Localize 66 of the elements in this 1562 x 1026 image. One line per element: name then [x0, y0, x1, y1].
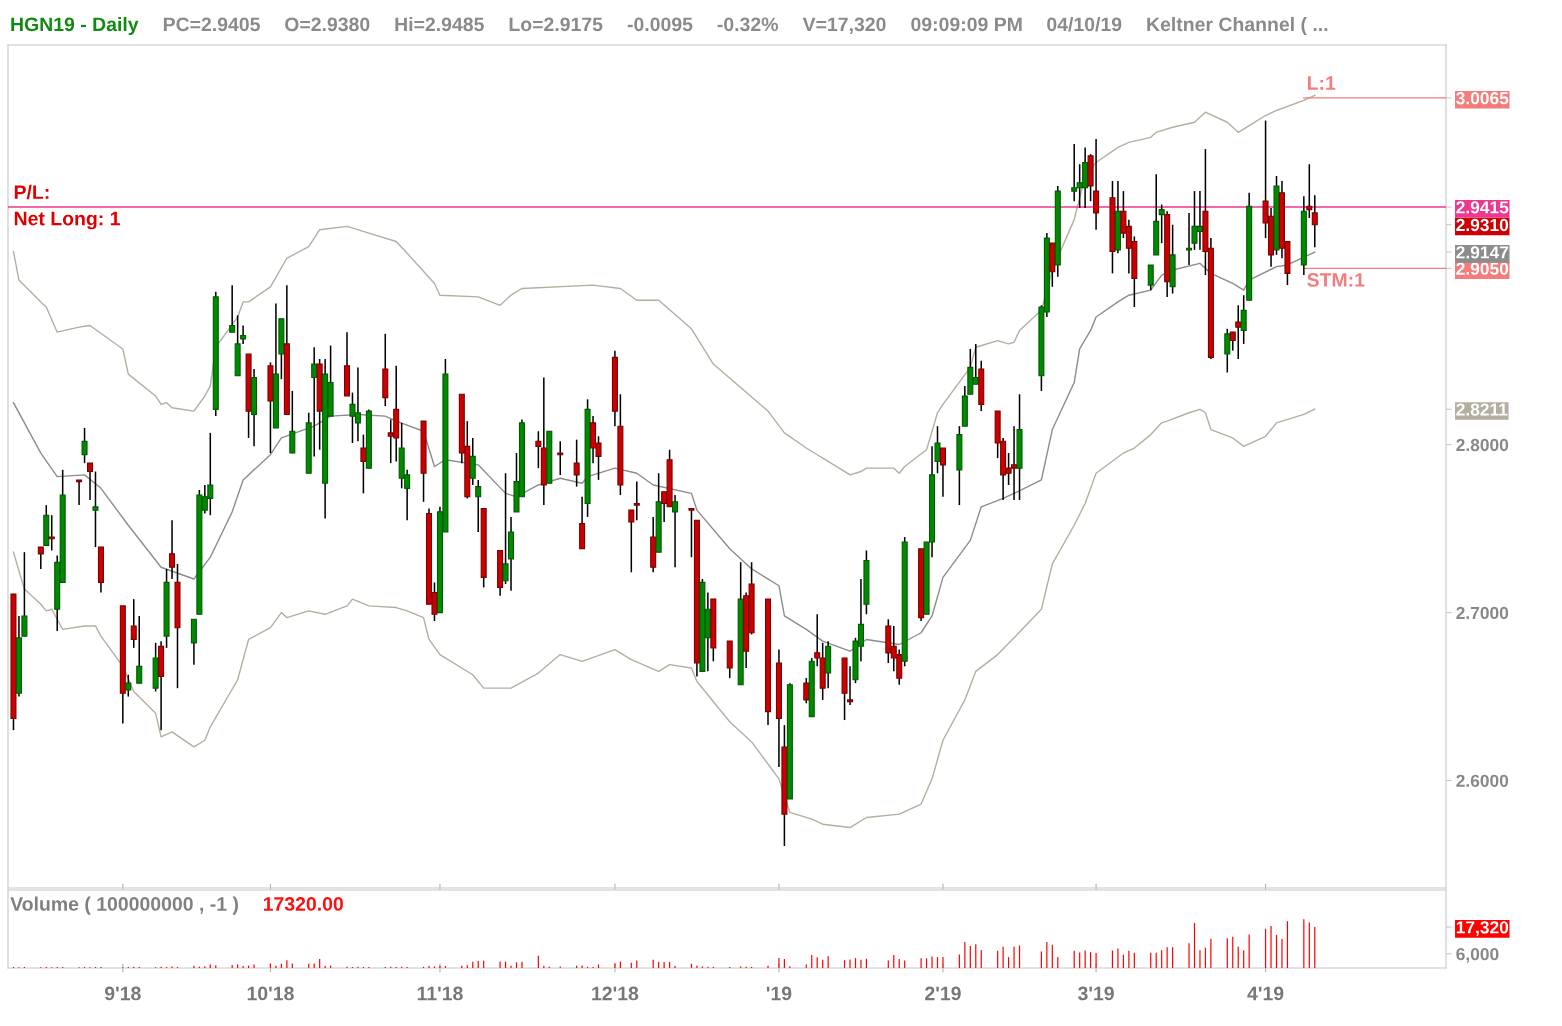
text: O=2.9380: [285, 17, 370, 32]
y-tick-label: 2.8211: [1456, 403, 1508, 416]
candlestick: [360, 433, 367, 495]
chart-title: HGN19 - Daily: [11, 16, 139, 36]
annotation: 17320.00: [263, 897, 343, 911]
annotation: L:1: [1307, 76, 1336, 90]
y-tick-label: 2.7000: [1456, 606, 1509, 620]
candlestick: [86, 462, 94, 501]
chart-title: Volume ( 100000000 , -1 ): [10, 896, 238, 915]
candlestick: [469, 437, 476, 486]
text: PC=2.9405: [163, 17, 260, 32]
candlestick: [169, 519, 176, 580]
candlestick: [535, 430, 542, 469]
candlestick: [688, 507, 695, 558]
x-tick-label: 10'18: [247, 986, 294, 1001]
candlestick: [628, 509, 635, 574]
candlestick: [48, 514, 55, 552]
candlestick: [92, 470, 99, 548]
candlestick: [672, 494, 679, 569]
x-tick-label: 9'18: [104, 986, 141, 1001]
candlestick: [557, 440, 564, 476]
candlestick: [573, 438, 580, 488]
y-tick-label: 17,320: [1456, 921, 1509, 937]
candlestick: [190, 618, 197, 666]
text: -0.0095: [627, 17, 693, 32]
y-tick-label: 2.6000: [1456, 774, 1509, 787]
line-series: [12, 408, 1316, 829]
candlestick: [76, 479, 83, 506]
x-tick-label: 2'19: [925, 986, 961, 1001]
text: V=17,320: [802, 17, 886, 35]
candlestick: [939, 447, 946, 498]
candlestick: [1240, 294, 1247, 345]
candlestick: [1071, 143, 1078, 202]
candlestick: [125, 673, 132, 698]
text: Lo=2.9175: [509, 17, 603, 32]
candlestick: [136, 615, 143, 684]
annotation: Net Long: 1: [14, 211, 120, 230]
candlestick: [475, 479, 482, 533]
y-tick-label: 6,000: [1456, 947, 1499, 963]
candlestick: [1224, 328, 1231, 374]
y-tick-label: 2.9310: [1456, 218, 1509, 232]
candlestick: [229, 284, 236, 333]
y-tick-label: 2.9415: [1456, 201, 1509, 214]
candlestick: [1311, 194, 1318, 249]
text: Hi=2.9485: [395, 16, 484, 32]
x-tick-label: 3'19: [1077, 986, 1114, 1001]
y-tick-label: 2.9147: [1456, 246, 1509, 259]
candlestick: [1147, 264, 1154, 291]
candlestick: [289, 390, 296, 454]
candlestick: [633, 480, 640, 522]
y-tick-label: 3.0065: [1456, 92, 1509, 105]
text: 09:09:09 PM: [911, 17, 1022, 32]
x-tick-label: 12'18: [592, 986, 639, 1001]
x-tick-label: 4'19: [1247, 986, 1284, 1001]
x-tick-label: '19: [766, 986, 792, 1001]
candlestick: [81, 427, 88, 464]
text: 04/10/19: [1047, 16, 1122, 32]
y-tick-label: 2.9050: [1456, 262, 1509, 275]
annotation: STM:1: [1307, 273, 1365, 287]
y-tick-label: 2.8000: [1456, 438, 1509, 452]
text: Keltner Channel ( ...: [1147, 16, 1328, 36]
candlestick: [37, 546, 44, 570]
annotation: P/L:: [14, 184, 49, 200]
text: -0.32%: [717, 17, 778, 32]
candlestick: [803, 677, 810, 705]
x-tick-label: 11'18: [417, 986, 463, 1001]
